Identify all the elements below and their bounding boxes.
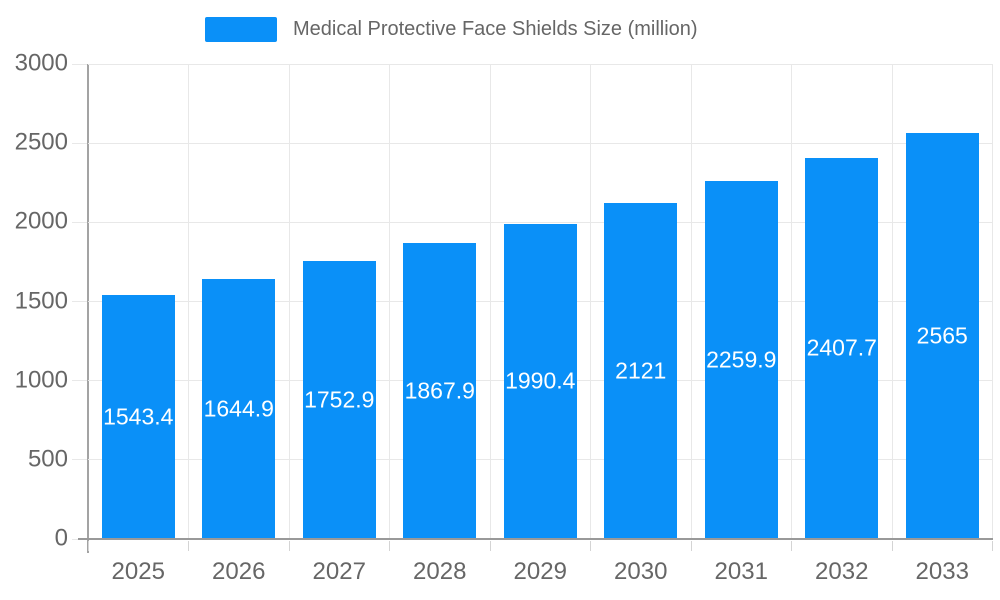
y-tick-label: 0 xyxy=(54,524,68,552)
vertical-gridline xyxy=(791,64,792,539)
y-tick-mark xyxy=(72,63,88,65)
vertical-gridline xyxy=(992,64,993,539)
bar-value-label: 1990.4 xyxy=(505,367,576,394)
x-tick-mark xyxy=(188,541,189,551)
y-tick-mark xyxy=(72,459,88,461)
y-tick-mark xyxy=(72,301,88,302)
vertical-gridline xyxy=(489,64,491,539)
bar[interactable]: 1543.4 xyxy=(101,294,175,539)
x-tick-label: 2028 xyxy=(413,558,467,585)
bar[interactable]: 2121 xyxy=(604,203,678,539)
x-tick-mark xyxy=(690,541,692,551)
x-tick-mark xyxy=(87,541,89,551)
horizontal-gridline xyxy=(88,221,993,223)
x-tick-mark xyxy=(489,541,491,551)
x-tick-mark xyxy=(992,541,993,551)
x-tick-label: 2026 xyxy=(212,558,266,585)
x-tick-mark xyxy=(389,541,390,551)
bar[interactable]: 1752.9 xyxy=(302,261,376,539)
bar-value-label: 1644.9 xyxy=(203,395,274,422)
vertical-gridline xyxy=(690,64,692,539)
vertical-gridline xyxy=(188,64,189,539)
vertical-gridline xyxy=(590,64,591,539)
vertical-gridline xyxy=(891,64,893,539)
y-tick-mark xyxy=(72,380,88,382)
bar-value-label: 2121 xyxy=(615,357,667,384)
x-tick-label: 2030 xyxy=(614,558,668,585)
x-tick-mark xyxy=(590,541,591,551)
x-tick-mark xyxy=(288,541,290,551)
horizontal-gridline xyxy=(88,63,993,65)
bar-value-label: 2407.7 xyxy=(806,334,877,361)
y-tick-label: 3000 xyxy=(14,49,68,77)
bar-value-label: 1752.9 xyxy=(304,386,375,413)
y-tick-label: 2500 xyxy=(14,128,68,156)
y-tick-label: 1000 xyxy=(14,366,68,394)
y-tick-label: 2000 xyxy=(14,207,68,235)
bar[interactable]: 2565 xyxy=(905,132,979,539)
bar-value-label: 2565 xyxy=(916,322,968,349)
bar-value-label: 1867.9 xyxy=(404,377,475,404)
vertical-gridline xyxy=(288,64,290,539)
legend-swatch xyxy=(205,17,277,42)
x-tick-label: 2029 xyxy=(513,558,567,585)
y-axis-line xyxy=(87,64,89,553)
x-tick-label: 2025 xyxy=(111,558,165,585)
horizontal-gridline xyxy=(88,142,993,144)
bar-value-label: 2259.9 xyxy=(706,346,777,373)
x-axis-line xyxy=(78,538,993,540)
y-tick-mark xyxy=(72,221,88,223)
y-tick-label: 500 xyxy=(27,445,68,473)
legend-item[interactable]: Medical Protective Face Shields Size (mi… xyxy=(205,17,698,42)
x-tick-label: 2032 xyxy=(815,558,869,585)
bar-value-label: 1543.4 xyxy=(103,403,174,430)
x-tick-mark xyxy=(791,541,792,551)
bar[interactable]: 1644.9 xyxy=(202,278,276,539)
x-tick-label: 2027 xyxy=(312,558,366,585)
x-tick-label: 2031 xyxy=(714,558,768,585)
bar[interactable]: 1867.9 xyxy=(403,243,477,539)
x-tick-mark xyxy=(891,541,893,551)
y-tick-mark xyxy=(72,142,88,144)
legend-label: Medical Protective Face Shields Size (mi… xyxy=(293,18,698,40)
x-tick-label: 2033 xyxy=(915,558,969,585)
y-tick-label: 1500 xyxy=(14,286,68,314)
vertical-gridline xyxy=(389,64,390,539)
bar[interactable]: 2407.7 xyxy=(805,157,879,539)
bar[interactable]: 2259.9 xyxy=(704,181,778,539)
bar[interactable]: 1990.4 xyxy=(503,223,577,539)
